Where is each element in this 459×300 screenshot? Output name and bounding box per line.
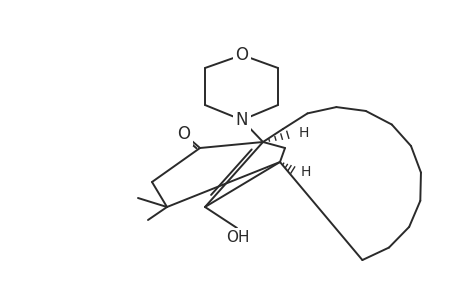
Text: H: H (300, 165, 311, 179)
Text: O: O (177, 125, 190, 143)
Text: OH: OH (226, 230, 249, 245)
Text: N: N (235, 111, 248, 129)
Text: O: O (235, 46, 248, 64)
Text: H: H (298, 126, 309, 140)
